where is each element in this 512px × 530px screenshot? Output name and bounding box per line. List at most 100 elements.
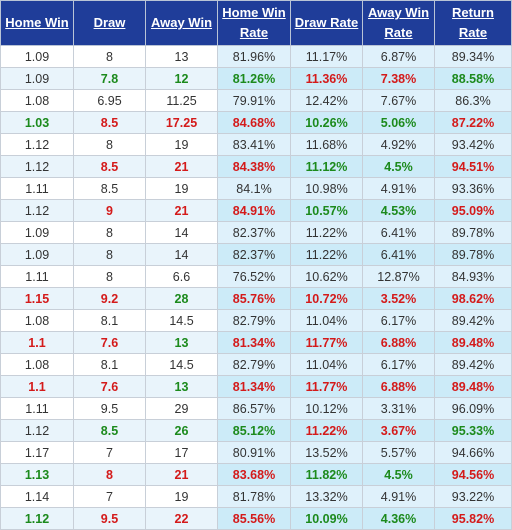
cell-return-rate: 94.51% [434, 155, 512, 178]
table-row: 1.12 8.5 21 84.38% 11.12% 4.5% 94.51% [0, 155, 512, 178]
table-row: 1.12 8.5 26 85.12% 11.22% 3.67% 95.33% [0, 419, 512, 442]
col-header-away-win[interactable]: Away Win [145, 0, 218, 46]
cell-away-win: 19 [145, 133, 218, 156]
cell-return-rate: 89.78% [434, 243, 512, 266]
cell-return-rate: 94.66% [434, 441, 512, 464]
cell-home-win-rate: 81.34% [217, 375, 291, 398]
cell-away-win: 26 [145, 419, 218, 442]
cell-home-win-rate: 84.38% [217, 155, 291, 178]
cell-draw-rate: 10.57% [290, 199, 363, 222]
cell-draw-rate: 11.77% [290, 375, 363, 398]
cell-return-rate: 89.34% [434, 45, 512, 68]
cell-home-win: 1.09 [0, 67, 74, 90]
cell-home-win-rate: 82.37% [217, 243, 291, 266]
cell-return-rate: 95.09% [434, 199, 512, 222]
table-row: 1.11 8 6.6 76.52% 10.62% 12.87% 84.93% [0, 265, 512, 288]
cell-away-win: 21 [145, 463, 218, 486]
cell-return-rate: 89.48% [434, 331, 512, 354]
cell-return-rate: 89.42% [434, 309, 512, 332]
cell-away-win: 19 [145, 177, 218, 200]
table-row: 1.09 7.8 12 81.26% 11.36% 7.38% 88.58% [0, 67, 512, 90]
table-row: 1.09 8 13 81.96% 11.17% 6.87% 89.34% [0, 45, 512, 68]
col-header-home-win-rate[interactable]: Home Win Rate [217, 0, 291, 46]
cell-away-win-rate: 7.67% [362, 89, 435, 112]
col-header-home-win[interactable]: Home Win [0, 0, 74, 46]
cell-away-win: 21 [145, 155, 218, 178]
cell-draw-rate: 13.32% [290, 485, 363, 508]
cell-home-win-rate: 84.68% [217, 111, 291, 134]
cell-return-rate: 89.78% [434, 221, 512, 244]
table-row: 1.12 9.5 22 85.56% 10.09% 4.36% 95.82% [0, 507, 512, 530]
cell-draw: 7.6 [73, 331, 146, 354]
table-row: 1.15 9.2 28 85.76% 10.72% 3.52% 98.62% [0, 287, 512, 310]
cell-draw: 7.6 [73, 375, 146, 398]
cell-return-rate: 87.22% [434, 111, 512, 134]
cell-draw: 9.5 [73, 507, 146, 530]
cell-home-win-rate: 84.91% [217, 199, 291, 222]
cell-home-win: 1.08 [0, 353, 74, 376]
cell-draw-rate: 11.36% [290, 67, 363, 90]
table-row: 1.14 7 19 81.78% 13.32% 4.91% 93.22% [0, 485, 512, 508]
cell-away-win-rate: 4.53% [362, 199, 435, 222]
cell-away-win-rate: 6.41% [362, 243, 435, 266]
cell-home-win: 1.09 [0, 45, 74, 68]
cell-draw-rate: 10.98% [290, 177, 363, 200]
col-header-draw-rate[interactable]: Draw Rate [290, 0, 363, 46]
cell-draw: 7 [73, 441, 146, 464]
cell-home-win: 1.1 [0, 331, 74, 354]
cell-return-rate: 95.33% [434, 419, 512, 442]
table-row: 1.12 9 21 84.91% 10.57% 4.53% 95.09% [0, 199, 512, 222]
cell-away-win: 28 [145, 287, 218, 310]
table-row: 1.08 6.95 11.25 79.91% 12.42% 7.67% 86.3% [0, 89, 512, 112]
cell-away-win: 6.6 [145, 265, 218, 288]
cell-home-win: 1.13 [0, 463, 74, 486]
cell-draw-rate: 11.22% [290, 243, 363, 266]
col-header-draw[interactable]: Draw [73, 0, 146, 46]
cell-return-rate: 96.09% [434, 397, 512, 420]
cell-return-rate: 93.22% [434, 485, 512, 508]
cell-away-win-rate: 3.52% [362, 287, 435, 310]
cell-return-rate: 93.36% [434, 177, 512, 200]
cell-away-win-rate: 4.5% [362, 155, 435, 178]
cell-away-win: 14 [145, 243, 218, 266]
cell-away-win-rate: 4.91% [362, 485, 435, 508]
cell-draw-rate: 11.17% [290, 45, 363, 68]
cell-draw-rate: 10.62% [290, 265, 363, 288]
col-header-return-rate[interactable]: Return Rate [434, 0, 512, 46]
cell-home-win-rate: 81.96% [217, 45, 291, 68]
cell-draw: 8.1 [73, 309, 146, 332]
cell-draw: 8 [73, 265, 146, 288]
cell-draw-rate: 13.52% [290, 441, 363, 464]
cell-away-win: 17.25 [145, 111, 218, 134]
cell-draw: 8.5 [73, 177, 146, 200]
cell-return-rate: 84.93% [434, 265, 512, 288]
cell-home-win: 1.03 [0, 111, 74, 134]
cell-home-win-rate: 86.57% [217, 397, 291, 420]
table-row: 1.03 8.5 17.25 84.68% 10.26% 5.06% 87.22% [0, 111, 512, 134]
table-row: 1.1 7.6 13 81.34% 11.77% 6.88% 89.48% [0, 331, 512, 354]
cell-away-win-rate: 6.17% [362, 353, 435, 376]
cell-home-win: 1.12 [0, 419, 74, 442]
cell-return-rate: 86.3% [434, 89, 512, 112]
cell-away-win: 12 [145, 67, 218, 90]
cell-return-rate: 95.82% [434, 507, 512, 530]
cell-draw: 8 [73, 221, 146, 244]
cell-away-win-rate: 6.41% [362, 221, 435, 244]
cell-draw-rate: 10.09% [290, 507, 363, 530]
cell-home-win-rate: 85.12% [217, 419, 291, 442]
table-row: 1.1 7.6 13 81.34% 11.77% 6.88% 89.48% [0, 375, 512, 398]
cell-away-win-rate: 4.36% [362, 507, 435, 530]
cell-home-win: 1.14 [0, 485, 74, 508]
cell-away-win-rate: 4.92% [362, 133, 435, 156]
col-header-away-win-rate[interactable]: Away Win Rate [362, 0, 435, 46]
cell-away-win-rate: 5.57% [362, 441, 435, 464]
cell-draw-rate: 10.12% [290, 397, 363, 420]
cell-home-win: 1.12 [0, 199, 74, 222]
cell-away-win-rate: 4.91% [362, 177, 435, 200]
table-row: 1.08 8.1 14.5 82.79% 11.04% 6.17% 89.42% [0, 309, 512, 332]
table-row: 1.11 8.5 19 84.1% 10.98% 4.91% 93.36% [0, 177, 512, 200]
table-header: Home Win Draw Away Win Home Win Rate Dra… [0, 0, 512, 46]
table-row: 1.08 8.1 14.5 82.79% 11.04% 6.17% 89.42% [0, 353, 512, 376]
cell-draw-rate: 10.26% [290, 111, 363, 134]
cell-home-win-rate: 82.79% [217, 353, 291, 376]
